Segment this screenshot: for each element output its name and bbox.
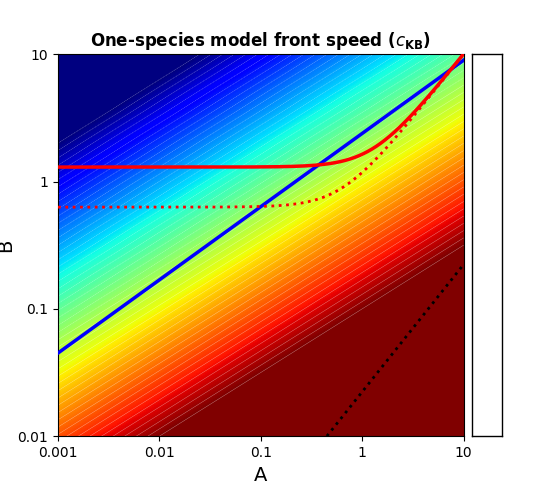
Y-axis label: B: B (0, 239, 15, 252)
X-axis label: A: A (254, 465, 268, 485)
Title: One-species model front speed ($c_{\mathregular{KB}}$): One-species model front speed ($c_{\math… (91, 30, 431, 52)
